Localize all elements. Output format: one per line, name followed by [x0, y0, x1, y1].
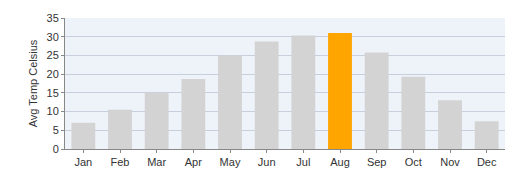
svg-text:25: 25 [47, 49, 59, 61]
svg-text:Jan: Jan [74, 156, 92, 168]
svg-text:Nov: Nov [440, 156, 460, 168]
svg-text:35: 35 [47, 12, 59, 24]
svg-text:Jun: Jun [258, 156, 276, 168]
svg-text:Avg Temp Celsius: Avg Temp Celsius [27, 39, 39, 127]
svg-text:5: 5 [53, 124, 59, 136]
svg-text:20: 20 [47, 68, 59, 80]
svg-text:30: 30 [47, 31, 59, 43]
svg-text:Jul: Jul [296, 156, 310, 168]
svg-text:15: 15 [47, 87, 59, 99]
svg-text:Oct: Oct [405, 156, 422, 168]
svg-text:0: 0 [53, 143, 59, 155]
svg-text:Sep: Sep [367, 156, 387, 168]
svg-text:Mar: Mar [147, 156, 166, 168]
svg-text:Aug: Aug [330, 156, 350, 168]
svg-text:May: May [220, 156, 241, 168]
svg-text:Feb: Feb [111, 156, 130, 168]
svg-text:10: 10 [47, 105, 59, 117]
svg-text:Dec: Dec [477, 156, 497, 168]
svg-text:Apr: Apr [185, 156, 202, 168]
